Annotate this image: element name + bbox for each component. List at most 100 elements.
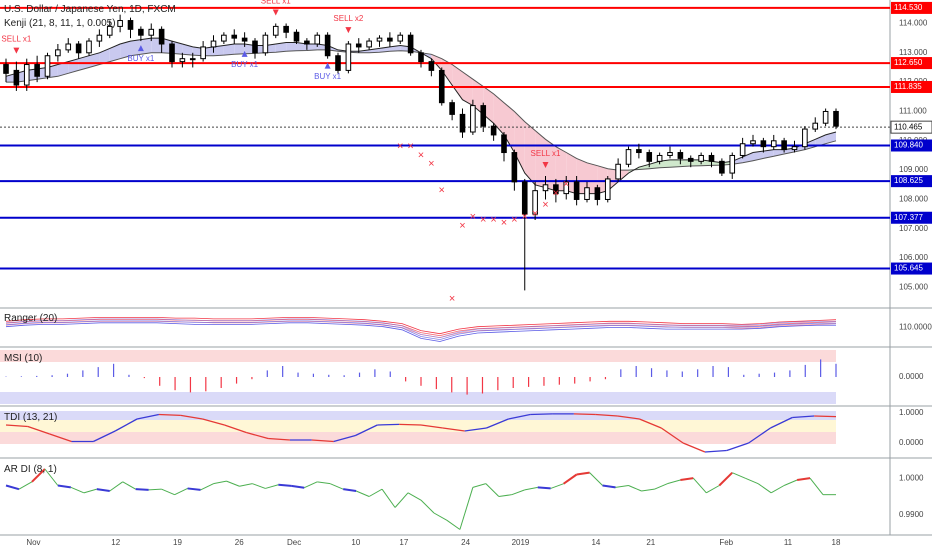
- candle-body: [86, 40, 92, 54]
- tdi-line-segment: [420, 424, 443, 429]
- ardi-line-segment: [122, 481, 136, 490]
- candle-body: [449, 102, 455, 115]
- candle-body: [646, 152, 653, 162]
- tdi-line-segment: [442, 427, 465, 432]
- level-price-label: 112.650: [894, 58, 923, 67]
- tdi-line-segment: [311, 439, 334, 443]
- tdi-line-segment: [114, 418, 138, 432]
- x-marker: ×: [490, 214, 496, 226]
- tdi-line-segment: [573, 413, 596, 416]
- level-price-label: 107.377: [894, 213, 923, 222]
- ranger-band-line: [5, 322, 836, 342]
- msi-lower-zone: [0, 392, 836, 404]
- ardi-line-segment: [654, 483, 668, 490]
- candle-body: [480, 105, 487, 127]
- candle-body: [65, 43, 72, 51]
- candle-body: [23, 64, 30, 86]
- level-price-tag: [891, 139, 932, 152]
- candle-body: [210, 40, 217, 48]
- ardi-line-segment: [680, 477, 694, 481]
- candle-body: [584, 187, 590, 200]
- buy-signal-label: BUY x1: [231, 60, 259, 69]
- level-price-label: 105.645: [894, 264, 923, 273]
- ardi-line-segment: [57, 484, 71, 489]
- level-price-tag: [891, 211, 932, 224]
- candle-body: [656, 154, 663, 162]
- ardi-line-segment: [213, 480, 227, 485]
- tdi-line-segment: [770, 416, 793, 429]
- tdi-line-segment: [530, 413, 553, 416]
- indicator-label-kenji: Kenji (21, 8, 11, 1, 0.005): [4, 18, 116, 29]
- level-price-tag: [891, 57, 932, 70]
- candle-body: [521, 181, 528, 215]
- kenji-cloud-segment: [763, 149, 774, 159]
- candle-body: [636, 149, 642, 154]
- candle-body: [511, 152, 518, 183]
- y-axis-tick-label: 111.000: [899, 107, 927, 116]
- candle-body: [698, 154, 704, 162]
- ardi-line-segment: [770, 485, 785, 494]
- tdi-upper-zone: [0, 411, 836, 420]
- ardi-line-segment: [96, 488, 110, 492]
- x-marker: ×: [407, 141, 413, 153]
- tdi-line-segment: [246, 431, 269, 440]
- current-price-label: 110.465: [894, 122, 923, 131]
- candle-body: [501, 134, 507, 154]
- tdi-line-segment: [268, 437, 290, 441]
- tdi-line-segment: [180, 414, 203, 420]
- tdi-lower-zone: [0, 432, 836, 444]
- ardi-line-segment: [718, 471, 733, 487]
- x-axis-tick-label: Nov: [26, 538, 40, 547]
- msi-tick-label: 0.0000: [899, 372, 924, 381]
- msi-upper-zone: [0, 350, 836, 362]
- ardi-line-segment: [343, 488, 357, 492]
- candle-body: [169, 43, 175, 63]
- candle-body: [604, 178, 611, 200]
- x-marker: ×: [532, 208, 538, 220]
- sell-arrow-icon: [272, 9, 279, 16]
- tdi-line-segment: [93, 430, 116, 443]
- ardi-line-segment: [576, 471, 590, 476]
- tdi-line-segment: [486, 418, 509, 429]
- x-axis-tick-label: Feb: [719, 538, 733, 547]
- x-axis-tick-label: 18: [832, 538, 841, 547]
- ardi-line-segment: [420, 499, 435, 514]
- kenji-cloud-segment: [99, 48, 110, 65]
- buy-signal-label: BUY x1: [127, 54, 155, 63]
- y-axis-tick-label: 108.000: [899, 195, 928, 204]
- y-axis-tick-label: 114.000: [899, 19, 928, 28]
- kenji-cloud-segment: [120, 41, 131, 59]
- kenji-cloud-segment: [524, 121, 536, 185]
- kenji-cloud-segment: [234, 44, 245, 55]
- ardi-line-segment: [407, 492, 422, 501]
- x-axis-tick-label: 24: [461, 538, 470, 547]
- candle-body: [335, 55, 341, 71]
- candle-body: [687, 157, 694, 162]
- x-axis-tick-label: 21: [646, 538, 655, 547]
- tdi-line-segment: [333, 434, 356, 443]
- sell-signal-label: SELL x1: [531, 149, 561, 158]
- kenji-cloud-segment: [296, 42, 307, 51]
- x-marker: ×: [459, 220, 465, 232]
- tdi-line-segment: [136, 413, 160, 420]
- candle-body: [573, 181, 580, 200]
- kenji-cloud-segment: [753, 151, 764, 161]
- kenji-cloud-segment: [462, 71, 473, 106]
- tdi-mid-zone: [0, 420, 836, 432]
- candle-body: [75, 43, 82, 54]
- tdi-line-segment: [639, 418, 662, 429]
- tdi-line-segment: [49, 433, 72, 443]
- x-marker: ×: [563, 179, 569, 191]
- candle-body: [625, 149, 632, 165]
- ardi-line-segment: [459, 487, 474, 530]
- x-axis-tick-label: 19: [173, 538, 182, 547]
- sell-signal-label: SELL x1: [261, 0, 291, 6]
- kenji-cloud-segment: [670, 159, 681, 168]
- ardi-tick-label: 0.9900: [899, 510, 924, 519]
- candle-body: [708, 154, 715, 162]
- candle-body: [428, 61, 435, 71]
- kenji-cloud-segment: [441, 58, 453, 86]
- ardi-line-segment: [485, 483, 500, 497]
